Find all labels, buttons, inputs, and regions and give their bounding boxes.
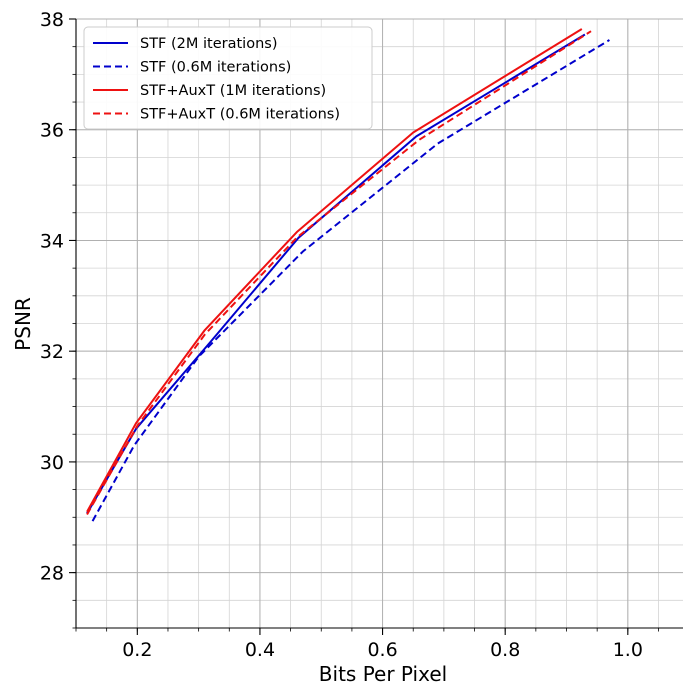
series-layer: [86, 28, 610, 522]
y-tick-label: 38: [40, 9, 64, 31]
major-grid: [76, 18, 683, 628]
legend: STF (2M iterations) STF (0.6M iterations)…: [83, 26, 373, 130]
x-axis-label: Bits Per Pixel: [319, 662, 447, 686]
legend-label-1: STF (2M iterations): [140, 36, 277, 52]
ticks: 0.2 0.4 0.6 0.8 1.0 28 30 32 34 36 38: [40, 9, 659, 661]
y-tick-label: 30: [40, 452, 64, 474]
y-tick-label: 34: [40, 230, 64, 252]
y-tick-label: 36: [40, 120, 64, 142]
x-tick-label: 1.0: [613, 639, 643, 661]
y-tick-label: 28: [40, 563, 64, 585]
x-tick-label: 0.2: [122, 639, 152, 661]
legend-label-4: STF+AuxT (0.6M iterations): [140, 107, 340, 123]
x-tick-label: 0.8: [490, 639, 520, 661]
series-line-3: [86, 28, 583, 513]
y-axis-label: PSNR: [11, 297, 35, 351]
legend-box: [83, 26, 373, 130]
x-tick-label: 0.4: [245, 639, 275, 661]
series-line-4: [86, 30, 592, 515]
series-line-2: [91, 39, 610, 522]
y-tick-label: 32: [40, 341, 64, 363]
legend-label-3: STF+AuxT (1M iterations): [140, 83, 326, 99]
x-tick-label: 0.6: [367, 639, 397, 661]
legend-label-2: STF (0.6M iterations): [140, 60, 291, 76]
